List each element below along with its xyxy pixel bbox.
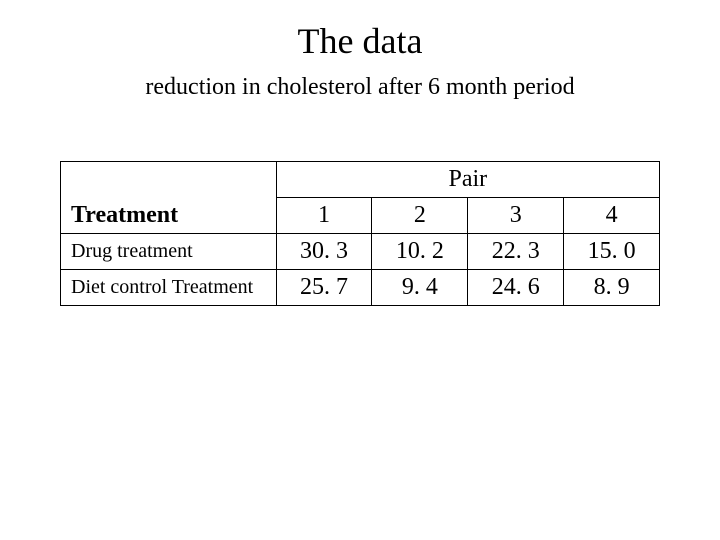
header-row-1: Pair	[61, 162, 660, 198]
cell: 22. 3	[468, 234, 564, 270]
table-row: Drug treatment 30. 3 10. 2 22. 3 15. 0	[61, 234, 660, 270]
cell: 24. 6	[468, 270, 564, 306]
pair-span-header: Pair	[276, 162, 659, 198]
cell: 8. 9	[564, 270, 660, 306]
pair-col-3: 3	[468, 198, 564, 234]
row-label: Drug treatment	[61, 234, 277, 270]
pair-col-2: 2	[372, 198, 468, 234]
table-row: Diet control Treatment 25. 7 9. 4 24. 6 …	[61, 270, 660, 306]
header-row-2: Treatment 1 2 3 4	[61, 198, 660, 234]
cell: 30. 3	[276, 234, 372, 270]
page-subtitle: reduction in cholesterol after 6 month p…	[0, 74, 720, 101]
cell: 15. 0	[564, 234, 660, 270]
pair-col-4: 4	[564, 198, 660, 234]
empty-corner	[61, 162, 277, 198]
page-title: The data	[0, 20, 720, 62]
cell: 10. 2	[372, 234, 468, 270]
cell: 25. 7	[276, 270, 372, 306]
row-label: Diet control Treatment	[61, 270, 277, 306]
cell: 9. 4	[372, 270, 468, 306]
data-table: Pair Treatment 1 2 3 4 Drug treatment 30…	[60, 161, 660, 306]
pair-col-1: 1	[276, 198, 372, 234]
treatment-header: Treatment	[61, 198, 277, 234]
